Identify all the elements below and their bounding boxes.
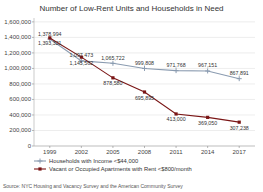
x-tick bbox=[239, 146, 240, 148]
y-axis bbox=[34, 18, 35, 146]
data-label: 1,097,473 bbox=[70, 52, 94, 58]
point bbox=[237, 76, 242, 81]
data-label: 999,808 bbox=[135, 60, 154, 66]
data-label: 307,238 bbox=[230, 125, 249, 131]
point bbox=[206, 116, 209, 119]
plot-area bbox=[47, 36, 241, 123]
y-tick-label: 200,000 bbox=[9, 127, 31, 133]
x-tick-label: 2008 bbox=[138, 149, 152, 155]
y-tick-label: 800,000 bbox=[9, 81, 31, 87]
x-tick-label: 1999 bbox=[43, 149, 57, 155]
x-tick bbox=[207, 146, 208, 148]
annotation: Source: NYC Housing and Vacancy Survey a… bbox=[3, 183, 183, 189]
grid-line bbox=[34, 130, 255, 131]
grid-line bbox=[34, 83, 255, 84]
data-label: 971,768 bbox=[166, 62, 185, 68]
y-tick-label: 400,000 bbox=[9, 112, 31, 118]
point bbox=[48, 36, 51, 39]
x-tick bbox=[112, 146, 113, 148]
y-tick-label: 1,600,000 bbox=[4, 19, 31, 25]
data-label: 967,151 bbox=[198, 62, 217, 68]
series-line bbox=[50, 38, 239, 122]
x-tick bbox=[49, 146, 50, 148]
point bbox=[111, 76, 114, 79]
data-label: 1,145,562 bbox=[70, 60, 94, 66]
series-line bbox=[50, 39, 239, 79]
data-label: 878,580 bbox=[103, 80, 122, 86]
point bbox=[174, 68, 179, 73]
legend-label: Vacant or Occupied Apartments with Rent … bbox=[49, 166, 192, 172]
grid-line bbox=[34, 37, 255, 38]
grid-line bbox=[34, 21, 255, 22]
data-label: 413,000 bbox=[166, 116, 185, 122]
legend-marker bbox=[38, 167, 41, 170]
legend-label: Households with Income <$44,000 bbox=[49, 158, 138, 164]
grid-line bbox=[34, 114, 255, 115]
point bbox=[238, 121, 241, 124]
x-tick-label: 2002 bbox=[75, 149, 89, 155]
y-tick-label: 1,200,000 bbox=[4, 50, 31, 56]
data-label: 867,891 bbox=[230, 70, 249, 76]
point bbox=[142, 66, 147, 71]
x-tick bbox=[144, 146, 145, 148]
y-tick-label: 0 bbox=[28, 143, 32, 149]
data-label: 369,050 bbox=[198, 120, 217, 126]
title: Number of Low-Rent Units and Households … bbox=[39, 4, 223, 13]
y-tick-label: 600,000 bbox=[9, 96, 31, 102]
point bbox=[143, 90, 146, 93]
data-label: 1,393,321 bbox=[38, 40, 62, 46]
x-tick-label: 2017 bbox=[233, 149, 247, 155]
x-tick bbox=[176, 146, 177, 148]
y-tick-label: 1,000,000 bbox=[4, 65, 31, 71]
point bbox=[205, 68, 210, 73]
x-tick-label: 2014 bbox=[201, 149, 215, 155]
point bbox=[110, 61, 115, 66]
y-tick-label: 1,400,000 bbox=[4, 34, 31, 40]
legend-marker bbox=[38, 159, 43, 164]
point bbox=[174, 112, 177, 115]
x-tick bbox=[81, 146, 82, 148]
grid-line bbox=[34, 52, 255, 53]
x-tick-label: 2005 bbox=[106, 149, 120, 155]
chart: Number of Low-Rent Units and Households … bbox=[0, 0, 263, 192]
data-label: 695,895 bbox=[135, 95, 154, 101]
x-tick-label: 2011 bbox=[170, 149, 184, 155]
data-label: 1,065,722 bbox=[101, 55, 125, 61]
data-label: 1,378,994 bbox=[38, 31, 62, 37]
